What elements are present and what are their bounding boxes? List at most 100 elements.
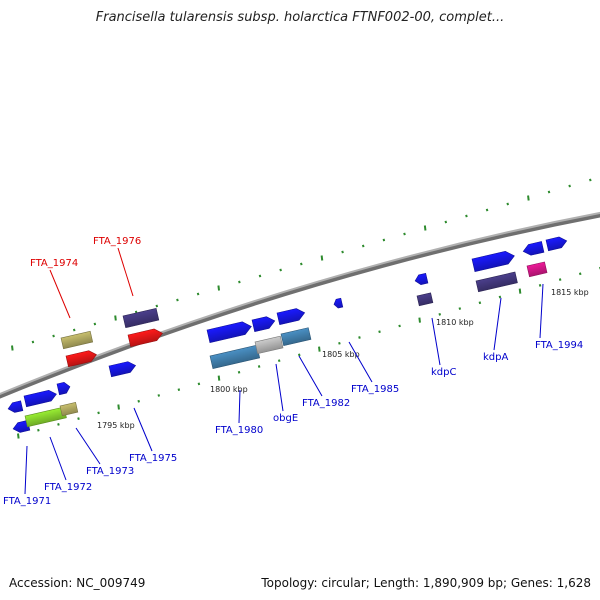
label-leader-line xyxy=(493,297,502,351)
label-leader-line xyxy=(539,283,544,339)
gene-forward-shape xyxy=(333,297,344,309)
label-leader-line xyxy=(298,355,323,397)
ruler-tick-outer xyxy=(238,280,241,284)
ruler-tick-inner xyxy=(177,388,181,392)
gene-lime xyxy=(24,406,67,428)
ruler-tick-outer xyxy=(589,178,592,182)
ruler-tick-inner xyxy=(97,411,100,415)
gene-forward xyxy=(251,316,276,333)
gene-magenta xyxy=(526,261,548,278)
gene-steelblue xyxy=(280,327,312,347)
label-leader-line xyxy=(238,389,241,424)
ruler-tick-outer xyxy=(279,268,282,272)
gene-lime-shape xyxy=(24,406,67,428)
gene-purple xyxy=(122,307,160,329)
ruler-tick-outer xyxy=(403,232,406,236)
ruler-tick-inner xyxy=(57,423,60,426)
gene-purple-shape xyxy=(475,271,518,293)
ruler-tick-outer xyxy=(506,202,509,206)
ruler-tick-inner xyxy=(17,433,20,439)
gene-label: FTA_1971 xyxy=(3,496,51,507)
kbp-label: 1810 kbp xyxy=(436,318,474,327)
gene-label: FTA_1985 xyxy=(351,384,399,395)
ruler-tick-outer xyxy=(72,328,76,332)
gene-grey-shape xyxy=(254,335,284,355)
gene-forward-shape xyxy=(276,308,306,326)
gene-khaki-shape xyxy=(60,330,94,350)
ruler-tick-inner xyxy=(117,404,120,410)
label-leader-line xyxy=(431,317,441,366)
gene-forward-shape xyxy=(108,361,137,378)
gene-red-shape xyxy=(127,328,163,348)
ruler-tick-inner xyxy=(358,336,361,339)
gene-label: FTA_1976 xyxy=(93,236,141,247)
ruler-tick-inner xyxy=(538,284,542,287)
gene-label: FTA_1975 xyxy=(129,453,177,464)
gene-purple xyxy=(416,292,434,307)
ruler-tick-inner xyxy=(197,382,201,386)
ruler-tick-inner xyxy=(137,399,140,403)
ruler-tick-outer xyxy=(31,340,35,344)
label-leader-line xyxy=(348,341,373,383)
label-leader-line xyxy=(24,445,28,495)
gene-forward xyxy=(276,308,306,326)
gene-khaki xyxy=(60,330,94,350)
ruler-tick-inner xyxy=(458,307,462,310)
ruler-tick-outer xyxy=(568,184,571,188)
ruler-tick-outer xyxy=(382,238,386,242)
ruler-tick-inner xyxy=(398,324,401,328)
ruler-tick-inner xyxy=(558,278,562,281)
accession-text: Accession: NC_009749 xyxy=(9,576,146,590)
gene-forward-shape xyxy=(251,316,276,333)
gene-forward-shape xyxy=(7,400,24,413)
gene-forward-shape xyxy=(414,272,429,285)
gene-forward-shape xyxy=(56,382,71,396)
ruler-tick-outer xyxy=(320,255,324,261)
ruler-tick-inner xyxy=(378,330,381,334)
ruler-tick-outer xyxy=(155,304,159,308)
gene-steelblue xyxy=(209,344,261,370)
ruler-tick-inner xyxy=(338,341,341,345)
gene-forward xyxy=(522,241,545,256)
label-leader-line xyxy=(49,269,71,319)
label-leader-line xyxy=(133,407,153,452)
gene-purple xyxy=(475,271,518,293)
gene-steelblue-shape xyxy=(209,344,261,370)
gene-label: FTA_1972 xyxy=(44,482,92,493)
ruler-tick-outer xyxy=(11,345,14,351)
kbp-label: 1800 kbp xyxy=(210,385,248,394)
gene-forward xyxy=(545,236,568,252)
gene-label: kdpA xyxy=(483,352,508,363)
gene-purple-shape xyxy=(122,307,160,329)
gene-label: FTA_1973 xyxy=(86,466,134,477)
ruler-tick-outer xyxy=(196,292,200,296)
gene-forward xyxy=(108,361,137,378)
ruler-tick-outer xyxy=(465,214,468,218)
gene-forward-shape xyxy=(23,389,57,408)
gene-forward xyxy=(56,382,71,396)
label-leader-line xyxy=(275,363,284,412)
ruler-tick-outer xyxy=(52,334,55,338)
topology-text: Topology: circular; Length: 1,890,909 bp… xyxy=(261,576,591,590)
gene-forward-shape xyxy=(206,321,252,344)
gene-forward xyxy=(471,250,515,273)
ruler-tick-outer xyxy=(341,250,344,254)
map-title: Francisella tularensis subsp. holarctica… xyxy=(95,10,505,25)
label-leader-line xyxy=(49,436,67,481)
ruler-tick-outer xyxy=(444,220,448,224)
ruler-tick-inner xyxy=(77,417,80,420)
ruler-tick-inner xyxy=(578,272,582,276)
ruler-tick-inner xyxy=(257,365,261,368)
ruler-tick-inner xyxy=(478,301,482,305)
ruler-tick-outer xyxy=(93,322,97,326)
gene-label: kdpC xyxy=(431,367,456,378)
gene-purple-shape xyxy=(416,292,434,307)
ruler-tick-inner xyxy=(37,428,40,432)
gene-label: FTA_1994 xyxy=(535,340,583,351)
label-leader-line xyxy=(75,427,101,465)
ruler-tick-inner xyxy=(277,359,281,363)
ruler-tick-outer xyxy=(485,208,489,212)
ruler-tick-inner xyxy=(298,353,301,357)
ruler-tick-inner xyxy=(237,370,241,374)
